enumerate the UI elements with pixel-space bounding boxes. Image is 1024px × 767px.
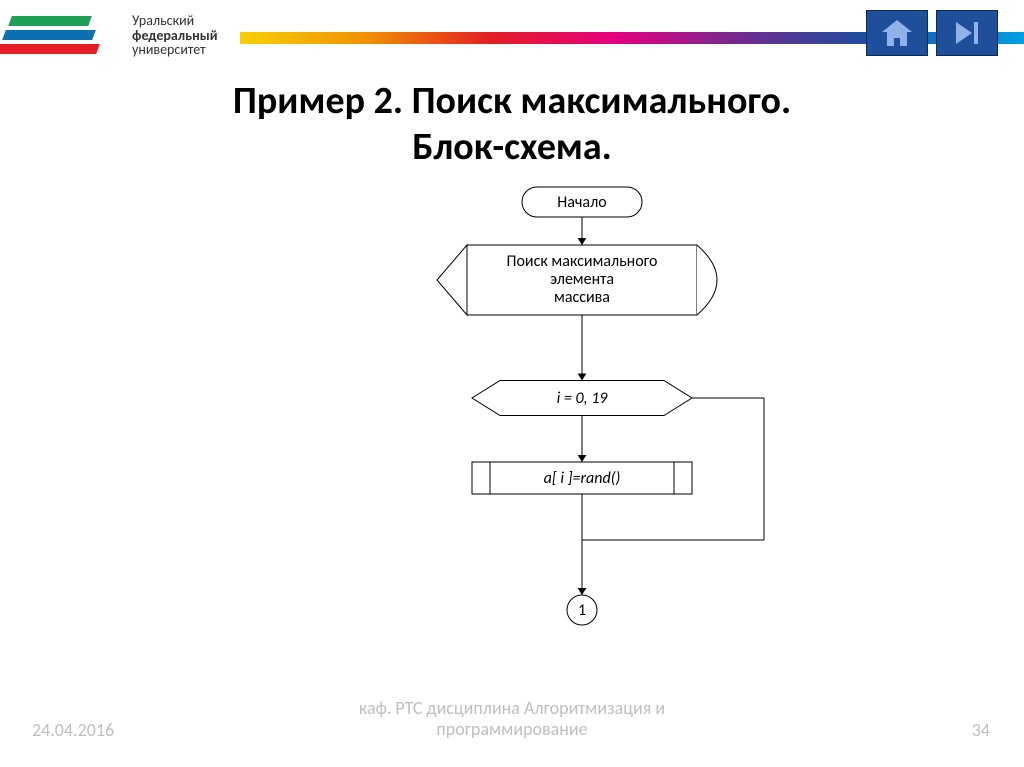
title-line1: Пример 2. Поиск максимального. [0, 78, 1024, 124]
flowchart: Начало Поиск максимальногоэлементамассива… [0, 180, 1024, 660]
svg-text:i = 0, 19: i = 0, 19 [557, 389, 609, 408]
svg-text:элемента: элемента [550, 270, 614, 289]
svg-text:массива: массива [554, 288, 610, 307]
svg-text:1: 1 [578, 601, 586, 620]
svg-text:a[ i ]=rand(): a[ i ]=rand() [544, 469, 621, 488]
footer-line1: каф. РТС дисциплина Алгоритмизация и [0, 698, 1024, 720]
home-icon [882, 20, 912, 46]
footer-line2: программирование [0, 719, 1024, 741]
svg-text:Поиск максимального: Поиск максимального [507, 252, 658, 271]
next-icon [952, 20, 982, 46]
next-button[interactable] [936, 10, 998, 56]
title-line2: Блок-схема. [0, 124, 1024, 170]
home-button[interactable] [866, 10, 928, 56]
page-title: Пример 2. Поиск максимального. Блок-схем… [0, 78, 1024, 170]
footer-caption: каф. РТС дисциплина Алгоритмизация и про… [0, 698, 1024, 741]
svg-text:Начало: Начало [557, 193, 606, 212]
logo-line3: университет [132, 43, 218, 58]
footer-page-number: 34 [972, 719, 990, 741]
